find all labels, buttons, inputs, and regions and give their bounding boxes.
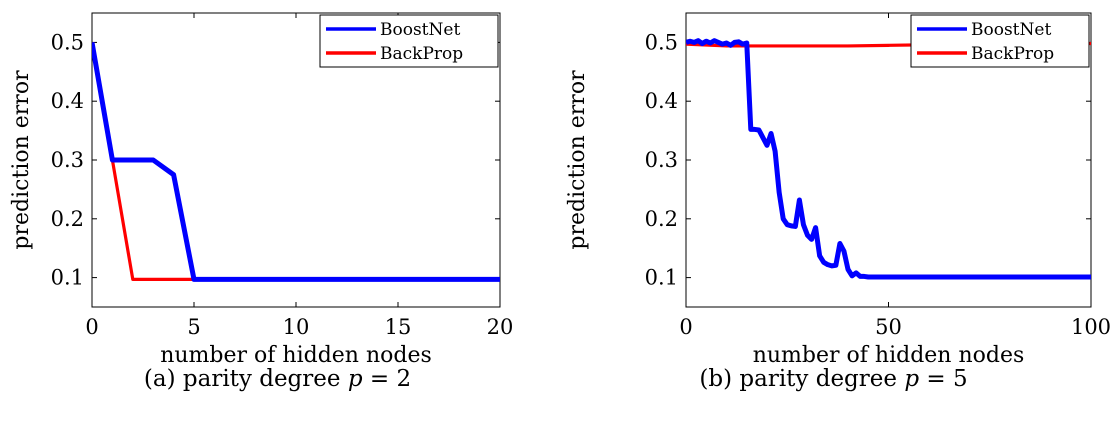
- y-tick-label: 0.3: [645, 148, 678, 172]
- y-tick-label: 0.2: [645, 207, 678, 231]
- x-axis-label: number of hidden nodes: [160, 343, 432, 368]
- x-tick-label: 0: [85, 315, 98, 339]
- caption-a-prefix: (a) parity degree: [143, 366, 348, 392]
- x-tick-label: 20: [487, 315, 514, 339]
- caption-b-suffix: = 5: [919, 366, 968, 392]
- legend-box: [319, 14, 499, 68]
- y-tick-label: 0.3: [51, 148, 84, 172]
- chart-panel-b: 0 50 100 0.1 0.2 0.3 0.4 0.5 number of hidden no…: [556, 0, 1111, 423]
- series-group: [686, 38, 1091, 280]
- y-tick-label: 0.5: [51, 30, 84, 54]
- chart-b-svg: 0 50 100 0.1 0.2 0.3 0.4 0.5 number of hidden no…: [565, 12, 1111, 368]
- y-tick-label: 0.4: [645, 89, 678, 113]
- x-tick-label: 50: [875, 315, 902, 339]
- y-tick-label: 0.4: [51, 89, 84, 113]
- legend-label-boostnet: BoostNet: [380, 20, 460, 40]
- series-group: [92, 41, 500, 282]
- legend-label-boostnet: BoostNet: [971, 20, 1051, 40]
- y-tick-label: 0.5: [645, 30, 678, 54]
- x-tick-label: 100: [1071, 315, 1111, 339]
- legend-box: [910, 14, 1090, 68]
- x-tick-label: 5: [187, 315, 200, 339]
- caption-a-suffix: = 2: [362, 366, 412, 392]
- y-axis-label: prediction error: [9, 70, 34, 250]
- series-line-boostnet: [686, 38, 1091, 280]
- y-axis-label: prediction error: [565, 70, 590, 250]
- caption-b: (b) parity degree p = 5: [556, 366, 1111, 392]
- chart-a-svg: 0 5 10 15 20 0.1 0.2 0.3 0.4 0.5 number of hidden …: [9, 12, 514, 368]
- caption-a-math: p: [347, 366, 363, 392]
- legend-label-backprop: BackProp: [971, 44, 1054, 64]
- series-line-boostnet: [92, 41, 500, 282]
- caption-b-math: p: [904, 366, 920, 392]
- legend-label-backprop: BackProp: [380, 44, 463, 64]
- caption-b-prefix: (b) parity degree: [699, 366, 905, 392]
- x-axis-label: number of hidden nodes: [753, 343, 1025, 368]
- x-tick-label: 0: [679, 315, 692, 339]
- x-tick-label: 15: [385, 315, 412, 339]
- x-tick-label: 10: [283, 315, 310, 339]
- y-tick-label: 0.2: [51, 207, 84, 231]
- y-tick-label: 0.1: [51, 266, 84, 290]
- caption-a: (a) parity degree p = 2: [0, 366, 555, 392]
- chart-panel-a: 0 5 10 15 20 0.1 0.2 0.3 0.4 0.5 number of hidden …: [0, 0, 555, 423]
- y-tick-label: 0.1: [645, 266, 678, 290]
